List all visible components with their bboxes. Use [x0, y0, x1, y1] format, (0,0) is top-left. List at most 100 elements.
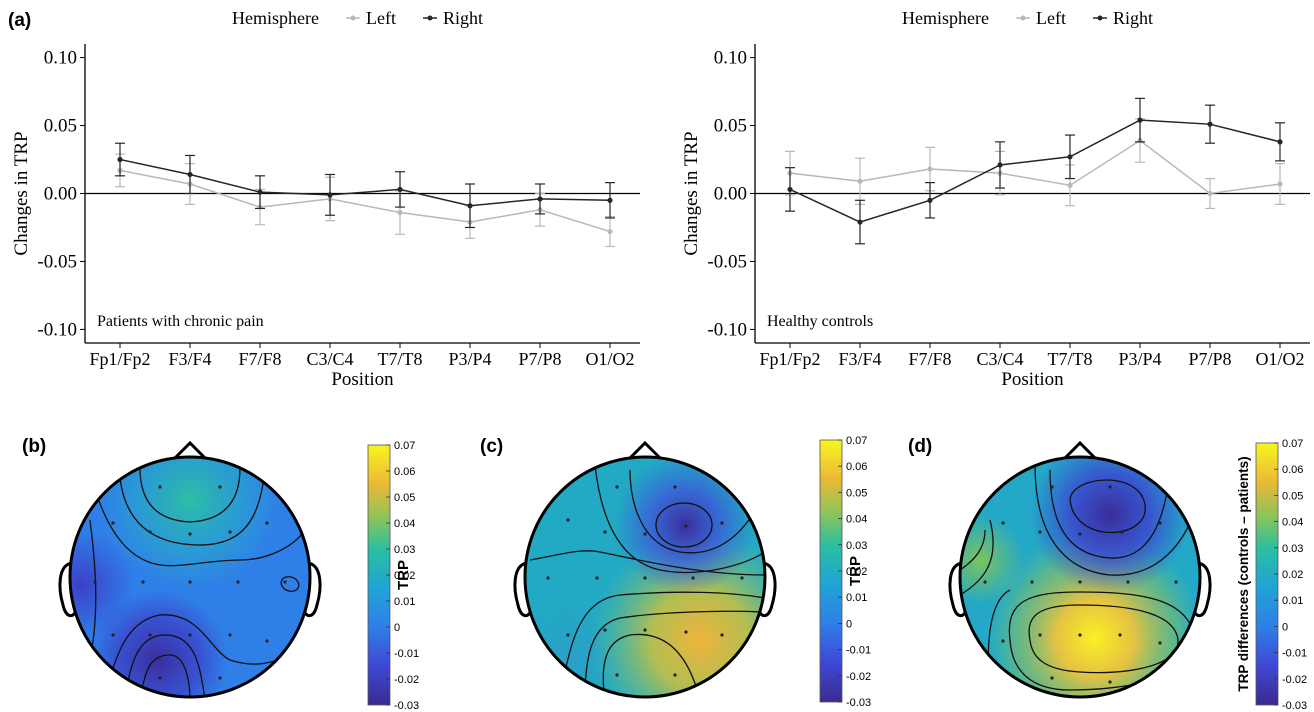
colorbar-tick-label: -0.01 [1282, 648, 1307, 660]
y-tick-label: 0.00 [44, 184, 77, 205]
colorbar-tick-label: 0.03 [846, 540, 867, 552]
data-point [607, 228, 613, 235]
x-tick-label: C3/C4 [306, 349, 353, 369]
legend-marker-0 [350, 15, 356, 21]
legend-marker-1 [427, 15, 433, 21]
panel-label-d: (d) [908, 436, 932, 457]
ear-right-icon [755, 561, 777, 618]
x-tick-label: O1/O2 [586, 349, 635, 369]
ear-right-icon [1190, 561, 1212, 618]
topomap-b-surface [70, 457, 310, 697]
colorbar-tick-label: 0.07 [1282, 438, 1303, 450]
data-point [997, 162, 1003, 168]
line-chart-patients: -0.10 -0.05 0.00 0.05 0.10 Fp1/Fp2 F3/F4 F7/F8 C… [11, 8, 640, 390]
colorbar-label: TRP [395, 560, 412, 590]
y-axis-label: Changes in TRP [11, 131, 32, 255]
data-point [327, 192, 333, 198]
x-tick-label: F3/F4 [168, 349, 211, 369]
colorbar-b: 0.07 0.06 0.05 0.04 0.03 0.02 0.01 0 -0.01 -0.02 -… [367, 440, 419, 712]
colorbar-tick-label: 0.04 [394, 518, 415, 530]
topomap-d [948, 440, 1212, 699]
x-tick-label: Fp1/Fp2 [89, 349, 150, 369]
data-point [257, 189, 263, 195]
colorbar-tick-label: -0.03 [394, 700, 419, 712]
panel-annotation: Patients with chronic pain [97, 313, 264, 330]
data-point [187, 171, 193, 178]
legend-label-1: Right [443, 8, 483, 28]
data-point [1277, 139, 1283, 145]
panel-label-b: (b) [22, 436, 46, 457]
colorbar-tick-label: 0.03 [1282, 543, 1303, 555]
data-point [1277, 181, 1283, 187]
legend-marker-0 [1020, 15, 1026, 21]
colorbar-tick-label: 0.01 [846, 592, 867, 604]
legend-label-0: Left [1036, 8, 1066, 28]
y-tick-label: 0.10 [44, 48, 77, 69]
ear-right-icon [300, 561, 322, 618]
colorbar-tick-label: 0.07 [846, 435, 867, 447]
y-tick-label: 0.10 [714, 48, 747, 69]
colorbar-tick-label: -0.02 [846, 671, 871, 683]
data-point [607, 197, 613, 203]
colorbar-tick-label: 0 [1282, 621, 1288, 633]
legend-marker-1 [1097, 15, 1103, 21]
data-point [397, 209, 403, 216]
y-axis-label: Changes in TRP [681, 131, 702, 255]
colorbar-tick-label: 0.04 [1282, 517, 1303, 529]
colorbar-tick-label: 0.02 [1282, 569, 1303, 581]
data-point [857, 178, 863, 184]
legend-label-1: Right [1113, 8, 1153, 28]
panel-label-c: (c) [480, 436, 503, 457]
data-point [927, 166, 933, 172]
series-line-1 [119, 158, 611, 207]
legend-title: Hemisphere [232, 8, 319, 28]
colorbar-tick-label: -0.01 [394, 648, 419, 660]
colorbar-tick-label: 0.01 [394, 596, 415, 608]
colorbar-tick-label: 0.02 [846, 566, 867, 578]
legend-label-0: Left [366, 8, 396, 28]
legend-title: Hemisphere [902, 8, 989, 28]
panel-label-a: (a) [8, 10, 31, 31]
colorbar-tick-label: 0 [846, 618, 852, 630]
y-tick-label: -0.05 [37, 251, 77, 272]
colorbar-tick-label: -0.01 [846, 645, 871, 657]
x-tick-label: Fp1/Fp2 [759, 349, 820, 369]
data-point [117, 156, 123, 163]
y-tick-label: -0.05 [707, 251, 747, 272]
colorbar-c: 0.07 0.06 0.05 0.04 0.03 0.02 0.01 0 -0.01 -0.02 -… [819, 435, 871, 709]
data-point [1067, 154, 1073, 160]
data-point [467, 203, 473, 209]
y-tick-label: -0.10 [707, 319, 747, 340]
colorbar-tick-label: 0.06 [1282, 464, 1303, 476]
x-tick-label: O1/O2 [1256, 349, 1305, 369]
colorbar-tick-label: 0 [394, 622, 400, 634]
ear-left-icon [513, 561, 535, 618]
colorbar-label: TRP differences (controls – patients) [1236, 456, 1251, 691]
x-axis-label: Position [1001, 369, 1064, 390]
ear-left-icon [948, 561, 970, 618]
x-tick-label: P3/P4 [1118, 349, 1161, 369]
x-tick-label: P7/P8 [1188, 349, 1231, 369]
data-point [397, 186, 403, 193]
x-axis-label: Position [331, 369, 394, 390]
data-point [927, 197, 933, 203]
colorbar-tick-label: 0.01 [1282, 595, 1303, 607]
colorbar-tick-label: 0.04 [846, 514, 867, 526]
colorbar-tick-label: 0.05 [846, 487, 867, 499]
data-point [787, 186, 793, 193]
colorbar-d: 0.07 0.06 0.05 0.04 0.03 0.02 0.01 0 -0.01 -0.02 -… [1236, 438, 1307, 712]
series-line-1 [789, 119, 1281, 223]
series-line-0 [119, 169, 611, 233]
colorbar-tick-label: 0.06 [394, 466, 415, 478]
colorbar-tick-label: 0.03 [394, 544, 415, 556]
colorbar-tick-label: -0.02 [1282, 674, 1307, 686]
x-tick-label: P3/P4 [448, 349, 491, 369]
colorbar-tick-label: -0.03 [1282, 700, 1307, 712]
x-tick-label: F3/F4 [838, 349, 881, 369]
y-tick-label: 0.05 [44, 116, 77, 137]
colorbar-tick-label: -0.03 [846, 697, 871, 709]
x-tick-label: F7/F8 [908, 349, 951, 369]
topomap-b [58, 440, 322, 699]
y-tick-label: 0.00 [714, 184, 747, 205]
data-point [857, 219, 863, 225]
